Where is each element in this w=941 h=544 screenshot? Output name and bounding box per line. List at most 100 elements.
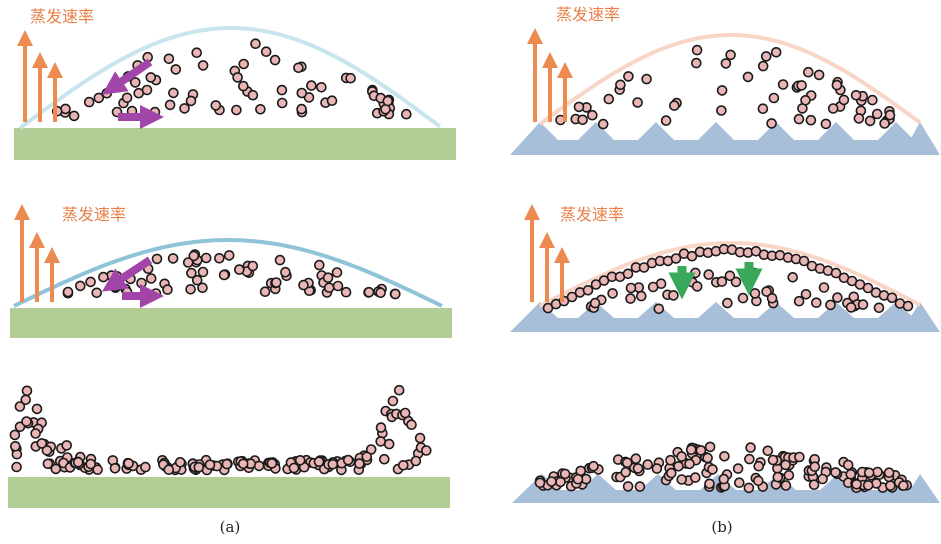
particle [666,456,675,465]
particle [795,297,804,306]
particle [875,303,884,312]
particle [839,95,848,104]
particle [276,256,285,265]
particle [847,303,856,312]
particle [271,56,280,65]
particle [12,463,21,472]
particle [376,437,385,446]
particle [76,281,85,290]
particle [248,262,257,271]
arrows [22,36,749,302]
particle [691,473,700,482]
particle [708,465,717,474]
particle [806,116,815,125]
particle [627,284,636,293]
particle [735,478,744,487]
particle [211,101,220,110]
particle [751,289,760,298]
particle [754,476,763,485]
particle [744,483,753,492]
particle [194,463,203,472]
particle [788,273,797,282]
particle [163,285,172,294]
particle [248,91,257,100]
particle [281,268,290,277]
particle [820,283,829,292]
particle [297,105,306,114]
particle [416,434,425,443]
particle [401,409,410,418]
particle [578,115,587,124]
particle [328,460,337,469]
particle [547,477,556,486]
particle [846,470,855,479]
particle [687,445,696,454]
particle [94,93,103,102]
particle [146,73,155,82]
particle [717,277,726,286]
particle [411,457,420,466]
particle [634,464,643,473]
particle [222,460,231,469]
particle [395,386,404,395]
particle [278,99,287,108]
particle [779,80,788,89]
particle [561,469,570,478]
particle [137,279,146,288]
particle [818,475,827,484]
particle [769,94,778,103]
particle [725,271,734,280]
particle [251,39,260,48]
particle [691,268,700,277]
particle [233,73,242,82]
particle [296,456,305,465]
particle [37,439,46,448]
particle [11,442,20,451]
particle [797,81,806,90]
particle [239,60,248,69]
particle [186,285,195,294]
particle [815,70,824,79]
particle [169,254,178,263]
particle [294,63,303,72]
particle [111,464,120,473]
particle [763,446,772,455]
particle [669,291,678,300]
particle [199,61,208,70]
particle [608,289,617,298]
particle [670,101,679,110]
particle [407,420,416,429]
particle [623,458,632,467]
particle [152,289,161,298]
particle [315,261,324,270]
particle [277,86,286,95]
caption: (b) [711,518,732,536]
particle [377,423,386,432]
particle [703,454,712,463]
particle [696,446,705,455]
evap-label: 蒸发速率 [62,205,126,224]
particle [633,98,642,107]
particle [92,288,101,297]
particle [868,96,877,105]
particle [315,457,324,466]
particle [123,93,132,102]
particle [220,271,229,280]
particle [685,459,694,468]
substrate [10,308,452,338]
particle [10,430,19,439]
particle [859,300,868,309]
particle [584,286,593,295]
particle [290,464,299,473]
particle [624,269,633,278]
particle [192,48,201,57]
particle [886,481,895,490]
particle [654,304,663,313]
particle [164,54,173,63]
particle [15,402,24,411]
particle [626,294,635,303]
particle [187,96,196,105]
particle [180,104,189,113]
particle [888,293,897,302]
particle [86,277,95,286]
